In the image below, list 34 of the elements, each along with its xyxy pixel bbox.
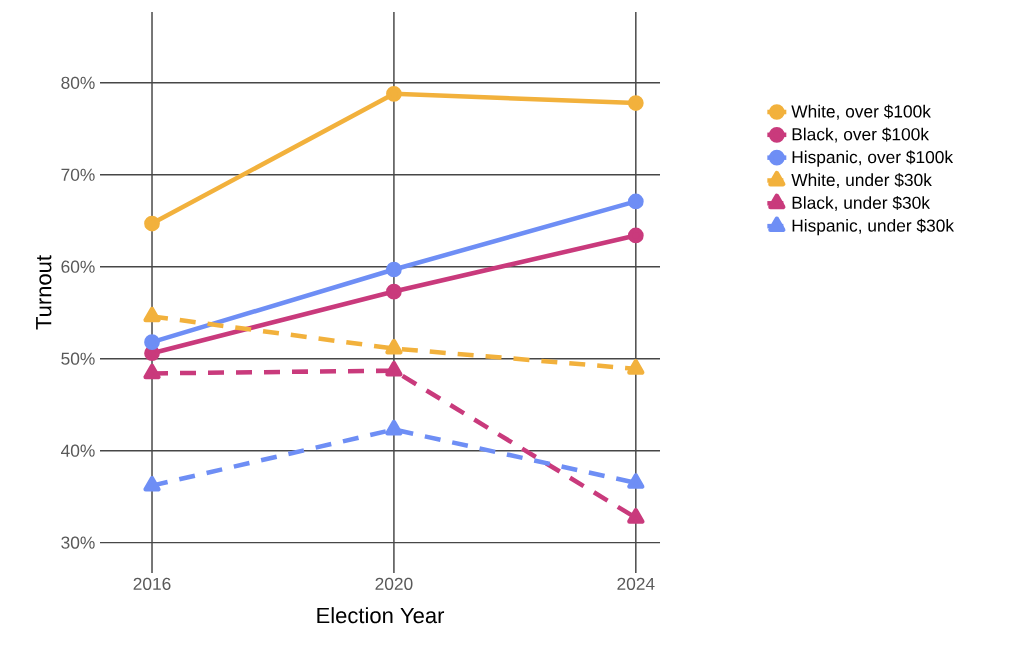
- y-tick-label: 30%: [61, 536, 95, 549]
- point: [143, 476, 161, 492]
- point: [386, 85, 402, 102]
- point: [144, 215, 160, 232]
- y-tick-label: 60%: [61, 260, 95, 273]
- x-tick-label: 2016: [133, 577, 171, 590]
- y-tick-label: 40%: [61, 444, 95, 457]
- point: [385, 338, 403, 355]
- x-tick-label: 2020: [375, 577, 413, 590]
- point: [143, 306, 161, 323]
- legend-label: Hispanic, under $30k: [792, 218, 955, 236]
- y-tick-label: 50%: [61, 352, 95, 365]
- x-axis-title: Election Year: [317, 607, 445, 624]
- legend-label: Black, under $30k: [792, 195, 930, 211]
- point: [143, 363, 161, 380]
- point: [385, 361, 403, 377]
- y-axis-title: Turnout: [36, 255, 52, 330]
- point: [144, 334, 160, 351]
- point: [627, 473, 645, 489]
- point: [627, 193, 644, 210]
- legend-label: White, over $100k: [791, 104, 931, 120]
- point: [627, 95, 644, 111]
- legend-label: Black, over $100k: [792, 127, 930, 143]
- point: [627, 227, 644, 244]
- point: [627, 508, 645, 524]
- point: [627, 359, 645, 375]
- legend-label: Hispanic, over $100k: [792, 150, 954, 167]
- point: [386, 261, 402, 278]
- point: [386, 283, 402, 300]
- y-tick-label: 80%: [61, 76, 95, 89]
- point: [385, 419, 403, 436]
- y-tick-label: 70%: [61, 168, 95, 181]
- x-tick-label: 2024: [617, 577, 655, 590]
- legend-label: White, under $30k: [791, 173, 932, 189]
